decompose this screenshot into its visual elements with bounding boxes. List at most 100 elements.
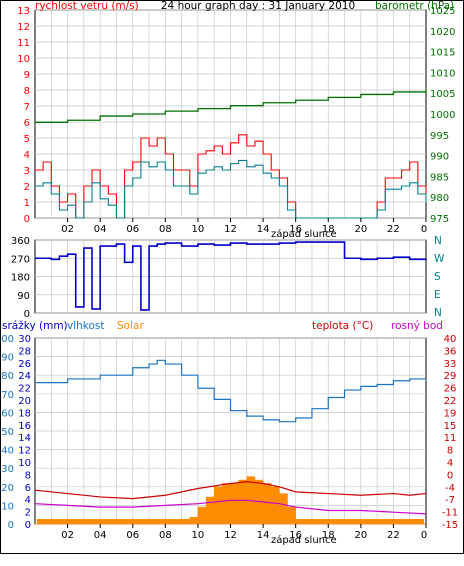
humidity-temp-panel-xtick-label: 16 xyxy=(289,530,302,541)
humidity-tick-label: 100 xyxy=(0,334,14,345)
wind-speed-tick-label: 6 xyxy=(24,118,30,129)
humidity-tick-label: 20 xyxy=(1,483,14,494)
humidity-temp-panel-xtick-label: 14 xyxy=(257,530,270,541)
pressure-tick-label: 1025 xyxy=(430,6,455,17)
wind-panel-xtick-label: 14 xyxy=(257,224,270,235)
precip-tick-label: 14 xyxy=(18,433,31,444)
humidity-tick-label: 50 xyxy=(1,427,14,438)
humidity-axis-label: vlhkost xyxy=(67,320,105,332)
wind-speed-tick-label: 13 xyxy=(17,6,30,17)
precip-tick-label: 10 xyxy=(18,458,31,469)
wind-panel-xtick-label: 22 xyxy=(387,224,400,235)
humidity-tick-label: 90 xyxy=(1,353,14,364)
compass-label: S xyxy=(434,271,441,283)
humidity-temp-panel-xtick-label: 08 xyxy=(159,530,172,541)
pressure-tick-label: 1000 xyxy=(430,110,455,121)
pressure-axis-label: barometr (hPa) xyxy=(375,0,454,12)
pressure-tick-label: 990 xyxy=(430,152,449,163)
temp-tick-label: 11 xyxy=(444,433,457,444)
compass-label: N xyxy=(434,235,442,247)
wind-panel-xtick-label: 08 xyxy=(159,224,172,235)
wind-speed-tick-label: 12 xyxy=(17,22,30,33)
temp-tick-label: -15 xyxy=(442,520,458,531)
series-direction xyxy=(35,241,427,311)
temp-tick-label: 29 xyxy=(444,371,457,382)
compass-label: E xyxy=(434,289,441,301)
humidity-tick-label: 30 xyxy=(1,464,14,475)
temp-tick-label: 4 xyxy=(447,458,453,469)
humidity-temp-panel-xtick-label: 04 xyxy=(94,530,107,541)
humidity-temp-panel-xtick-label: 02 xyxy=(61,530,74,541)
pressure-tick-label: 975 xyxy=(430,214,449,225)
precip-axis-label: srážky (mm) xyxy=(2,320,68,332)
precip-tick-label: 24 xyxy=(18,371,31,382)
temp-tick-label: -11 xyxy=(442,508,458,519)
temp-tick-label: 26 xyxy=(444,384,457,395)
precip-tick-label: 6 xyxy=(25,483,31,494)
wind-speed-tick-label: 11 xyxy=(17,38,30,49)
pressure-tick-label: 980 xyxy=(430,193,449,204)
compass-label: W xyxy=(434,253,445,265)
temp-tick-label: 0 xyxy=(447,470,453,481)
humidity-tick-label: 80 xyxy=(1,371,14,382)
dew-axis-label: rosný bod xyxy=(391,320,443,332)
humidity-temp-panel-xtick-label: 10 xyxy=(192,530,205,541)
wind-panel-xtick-label: 04 xyxy=(94,224,107,235)
humidity-tick-label: 0 xyxy=(8,520,14,531)
precip-tick-label: 4 xyxy=(25,495,31,506)
wind-panel-xtick-label: 12 xyxy=(224,224,237,235)
wind-speed-tick-label: 2 xyxy=(24,182,30,193)
pressure-tick-label: 1005 xyxy=(430,89,455,100)
temp-tick-label: 33 xyxy=(444,359,457,370)
precip-tick-label: 20 xyxy=(18,396,31,407)
humidity-tick-label: 70 xyxy=(1,390,14,401)
pressure-tick-label: 985 xyxy=(430,172,449,183)
wind-panel-xtick-label: 18 xyxy=(322,224,335,235)
solar-axis-label: Solar xyxy=(117,320,144,332)
temp-tick-label: 22 xyxy=(444,396,457,407)
precip-tick-label: 16 xyxy=(18,421,31,432)
wind-speed-axis-label: rychlost vetru (m/s) xyxy=(35,0,139,12)
series-vlhkost xyxy=(35,359,427,423)
direction-tick-label: 180 xyxy=(11,273,30,284)
precip-tick-label: 18 xyxy=(18,408,31,419)
wind-speed-tick-label: 4 xyxy=(24,150,30,161)
humidity-temp-panel-xtick-label: 12 xyxy=(224,530,237,541)
solar-baseline xyxy=(37,519,424,524)
series-teplota xyxy=(34,481,427,500)
series-pressure xyxy=(35,89,427,123)
precip-tick-label: 22 xyxy=(18,384,31,395)
precip-tick-label: 26 xyxy=(18,359,31,370)
wind-speed-tick-label: 0 xyxy=(24,214,30,225)
humidity-temp-panel-xtick-label: 18 xyxy=(322,530,335,541)
chart-title: 24 hour graph day : 31 January 2010 xyxy=(161,0,355,12)
pressure-tick-label: 995 xyxy=(430,131,449,142)
wind-panel-xtick-label: 20 xyxy=(354,224,367,235)
humidity-tick-label: 60 xyxy=(1,408,14,419)
humidity-tick-label: 10 xyxy=(1,501,14,512)
wind-speed-tick-label: 1 xyxy=(24,198,30,209)
temp-tick-label: 40 xyxy=(444,334,457,345)
wind-speed-tick-label: 8 xyxy=(24,86,30,97)
precip-tick-label: 2 xyxy=(25,508,31,519)
humidity-temp-panel-xtick-label: 0 xyxy=(421,530,427,541)
wind-speed-tick-label: 9 xyxy=(24,70,30,81)
humidity-temp-panel-xtick-label: 22 xyxy=(387,530,400,541)
wind-panel-xtick-label: 06 xyxy=(126,224,139,235)
humidity-tick-label: 40 xyxy=(1,446,14,457)
wind-panel-xtick-label: 10 xyxy=(192,224,205,235)
pressure-tick-label: 1010 xyxy=(430,68,455,79)
direction-tick-label: 360 xyxy=(11,236,30,247)
series-rosný bod xyxy=(34,499,427,515)
pressure-tick-label: 1020 xyxy=(430,27,455,38)
temp-axis-label: teplota (°C) xyxy=(312,320,373,332)
compass-label: N xyxy=(434,307,442,319)
wind-speed-tick-label: 5 xyxy=(24,134,30,145)
direction-tick-label: 0 xyxy=(24,309,30,320)
pressure-tick-label: 1015 xyxy=(430,48,455,59)
wind-speed-tick-label: 10 xyxy=(17,54,30,65)
wind-panel-xtick-label: 02 xyxy=(61,224,74,235)
precip-tick-label: 0 xyxy=(25,520,31,531)
temp-tick-label: 15 xyxy=(444,421,457,432)
